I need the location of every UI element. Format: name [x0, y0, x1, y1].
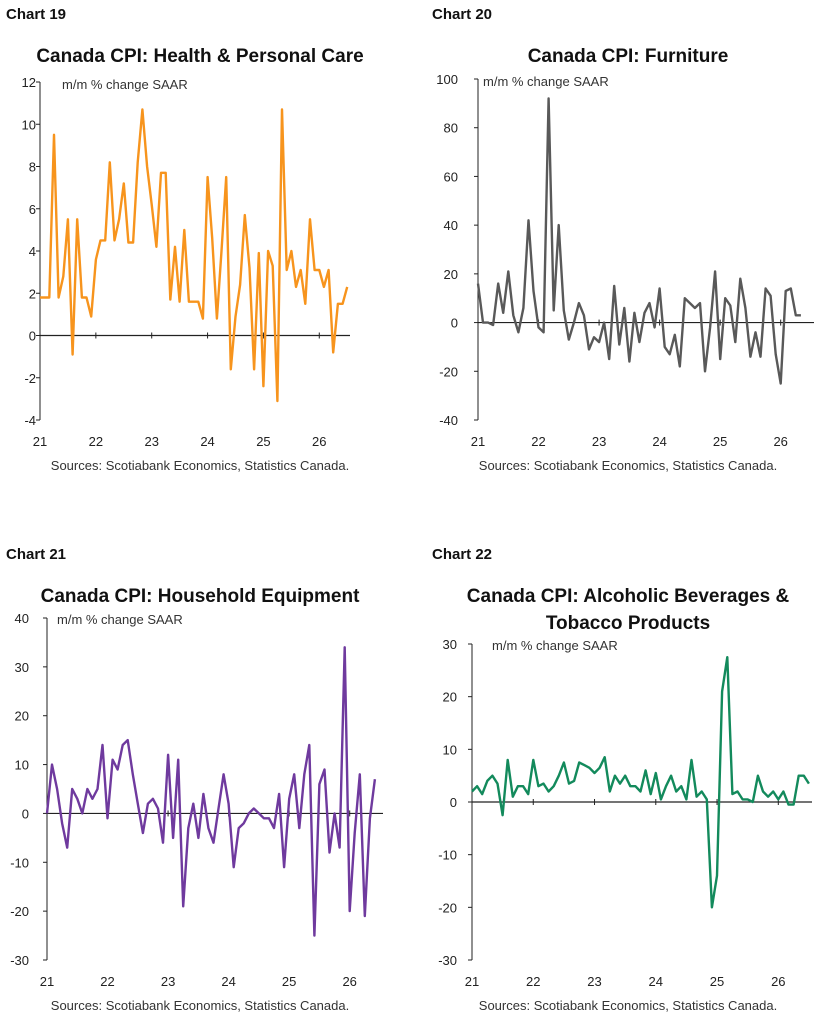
y-tick-label: 20 [15, 709, 29, 724]
chart-svg: Canada CPI: Health & Personal Care m/m % … [22, 46, 364, 473]
source-note: Sources: Scotiabank Economics, Statistic… [479, 998, 777, 1013]
x-tick-label: 26 [773, 434, 787, 449]
y-tick-label: 30 [443, 637, 457, 652]
series-line [40, 108, 349, 403]
x-tick-label: 21 [33, 434, 47, 449]
x-tick-label: 24 [200, 434, 214, 449]
x-tick-label: 24 [221, 974, 235, 989]
chart-panel-20: Chart 20 Canada CPI: Furniture m/m % chan… [428, 0, 828, 480]
y-tick-label: -40 [439, 413, 458, 428]
unit-label: m/m % change SAAR [62, 77, 188, 92]
x-tick-label: 22 [526, 974, 540, 989]
chart-title: Canada CPI: Health & Personal Care [36, 46, 363, 67]
x-tick-label: 22 [100, 974, 114, 989]
unit-label: m/m % change SAAR [57, 612, 183, 627]
y-tick-label: -20 [439, 364, 458, 379]
y-tick-label: 20 [444, 267, 458, 282]
y-tick-label: -30 [438, 953, 457, 968]
y-tick-label: 2 [29, 286, 36, 301]
chart-svg: Canada CPI: Furniture m/m % change SAAR -4… [436, 46, 814, 473]
y-tick-label: -10 [10, 855, 29, 870]
x-tick-label: 25 [282, 974, 296, 989]
y-tick-label: 30 [15, 660, 29, 675]
chart-panel-19: Chart 19 Canada CPI: Health & Personal C… [0, 0, 400, 480]
chart-title: Canada CPI: Household Equipment [41, 586, 360, 607]
y-tick-label: -4 [24, 413, 36, 428]
y-tick-label: 8 [29, 160, 36, 175]
x-tick-label: 23 [592, 434, 606, 449]
y-tick-label: 0 [450, 795, 457, 810]
chart-title: Canada CPI: Furniture [528, 46, 729, 67]
unit-label: m/m % change SAAR [492, 638, 618, 653]
x-tick-label: 26 [312, 434, 326, 449]
chart-panel-22: Chart 22 Canada CPI: Alcoholic Beverages… [428, 540, 828, 1023]
y-tick-label: 6 [29, 202, 36, 217]
y-tick-label: 12 [22, 75, 36, 90]
x-tick-label: 21 [471, 434, 485, 449]
y-tick-label: -10 [438, 848, 457, 863]
chart-label: Chart 19 [6, 6, 67, 23]
y-tick-label: -30 [10, 953, 29, 968]
x-tick-label: 22 [89, 434, 103, 449]
x-tick-label: 23 [161, 974, 175, 989]
y-tick-label: 60 [444, 169, 458, 184]
x-tick-label: 26 [771, 974, 785, 989]
x-tick-label: 25 [256, 434, 270, 449]
source-note: Sources: Scotiabank Economics, Statistic… [51, 998, 349, 1013]
x-tick-label: 25 [710, 974, 724, 989]
x-tick-label: 24 [649, 974, 663, 989]
y-tick-label: -20 [438, 900, 457, 915]
y-tick-label: 100 [436, 72, 458, 87]
chart-svg: Canada CPI: Alcoholic Beverages & Tobacco… [438, 586, 812, 1013]
y-tick-label: 10 [443, 742, 457, 757]
x-tick-label: 23 [144, 434, 158, 449]
chart-title: Canada CPI: Alcoholic Beverages & [467, 586, 790, 607]
chart-title: Tobacco Products [546, 613, 710, 634]
x-tick-label: 22 [531, 434, 545, 449]
x-tick-label: 23 [587, 974, 601, 989]
unit-label: m/m % change SAAR [483, 74, 609, 89]
y-tick-label: 10 [15, 758, 29, 773]
y-tick-label: 40 [444, 218, 458, 233]
y-tick-label: 0 [451, 316, 458, 331]
x-tick-label: 21 [40, 974, 54, 989]
y-tick-label: 0 [22, 806, 29, 821]
y-tick-label: 10 [22, 117, 36, 132]
x-tick-label: 21 [465, 974, 479, 989]
y-tick-label: -20 [10, 904, 29, 919]
series-line [476, 97, 801, 385]
chart-svg: Canada CPI: Household Equipment m/m % cha… [10, 586, 383, 1013]
series-line [471, 655, 810, 909]
x-tick-label: 26 [342, 974, 356, 989]
chart-panel-21: Chart 21 Canada CPI: Household Equipment… [0, 540, 400, 1023]
chart-label: Chart 22 [432, 546, 493, 563]
y-tick-label: 0 [29, 329, 36, 344]
y-tick-label: 4 [29, 244, 36, 259]
x-tick-label: 25 [713, 434, 727, 449]
chart-label: Chart 21 [6, 546, 67, 563]
y-tick-label: 40 [15, 611, 29, 626]
source-note: Sources: Scotiabank Economics, Statistic… [479, 458, 777, 473]
series-line [45, 646, 377, 937]
source-note: Sources: Scotiabank Economics, Statistic… [51, 458, 349, 473]
y-tick-label: 80 [444, 121, 458, 136]
chart-label: Chart 20 [432, 6, 493, 23]
x-tick-label: 24 [652, 434, 666, 449]
y-tick-label: 20 [443, 690, 457, 705]
y-tick-label: -2 [24, 371, 36, 386]
